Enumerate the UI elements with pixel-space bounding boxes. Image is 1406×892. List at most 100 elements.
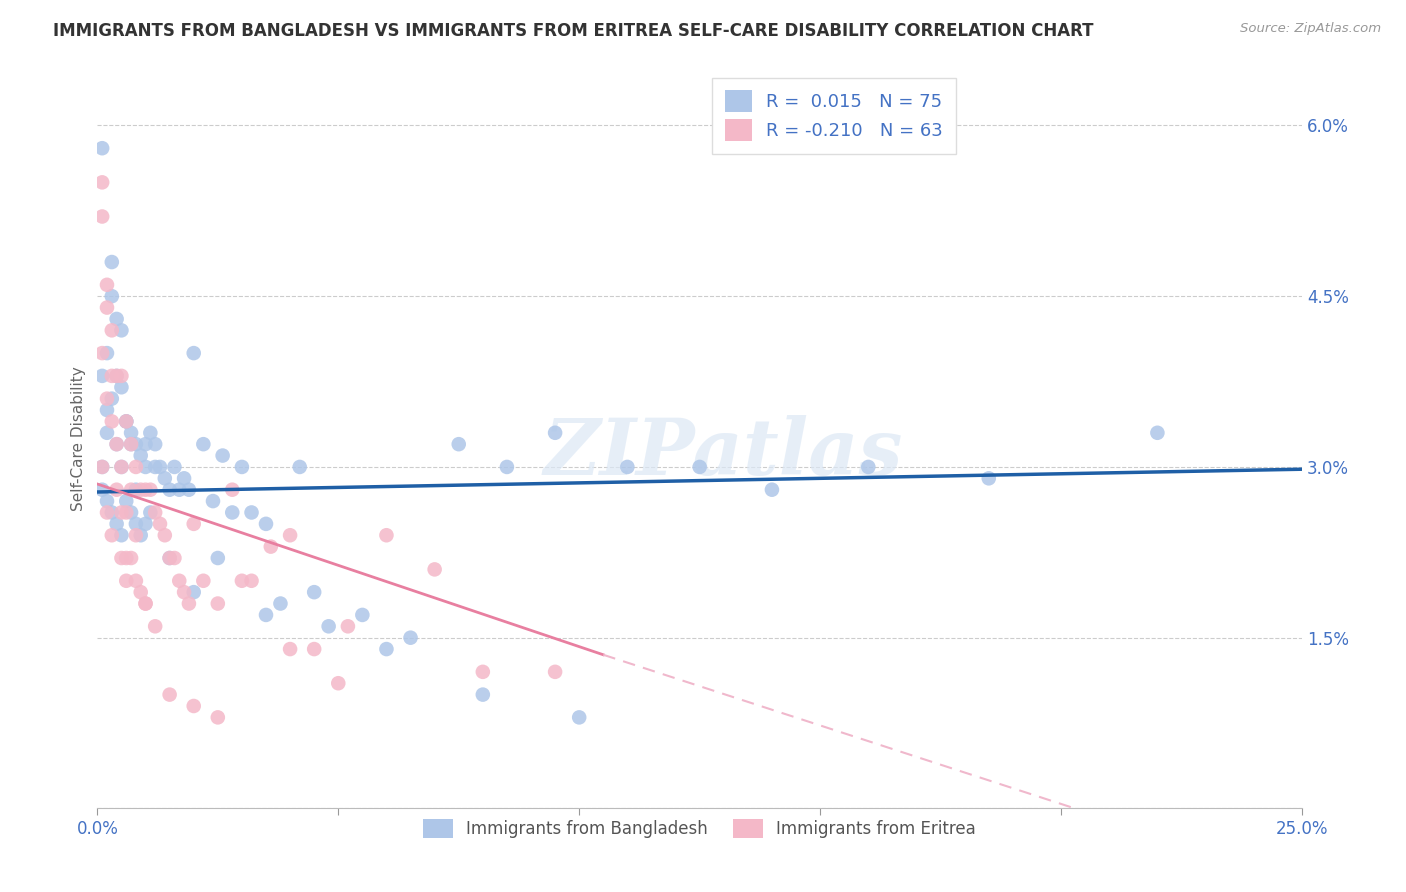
Point xyxy=(91,175,114,189)
Point xyxy=(120,551,142,566)
Point xyxy=(105,437,128,451)
Point xyxy=(125,483,148,497)
Point xyxy=(375,642,398,657)
Point xyxy=(139,506,162,520)
Point xyxy=(101,506,124,520)
Point xyxy=(399,631,422,645)
Point xyxy=(858,459,880,474)
Point xyxy=(159,551,181,566)
Point xyxy=(231,574,253,588)
Point xyxy=(115,414,138,428)
Point xyxy=(163,551,186,566)
Point xyxy=(221,506,243,520)
Point xyxy=(139,425,162,440)
Point xyxy=(177,597,200,611)
Point xyxy=(231,459,253,474)
Point xyxy=(101,323,124,337)
Point xyxy=(135,437,157,451)
Point xyxy=(115,414,138,428)
Point xyxy=(129,585,152,599)
Point xyxy=(318,619,340,633)
Point xyxy=(129,449,152,463)
Point xyxy=(120,437,142,451)
Point xyxy=(143,459,166,474)
Point xyxy=(110,368,132,383)
Point xyxy=(135,483,157,497)
Point xyxy=(110,551,132,566)
Point xyxy=(139,483,162,497)
Point xyxy=(183,516,205,531)
Point xyxy=(143,506,166,520)
Point xyxy=(689,459,711,474)
Point xyxy=(96,277,118,292)
Point xyxy=(91,459,114,474)
Point xyxy=(302,642,325,657)
Point xyxy=(159,551,181,566)
Point xyxy=(153,471,176,485)
Point xyxy=(91,459,114,474)
Point xyxy=(110,506,132,520)
Point xyxy=(101,414,124,428)
Point xyxy=(135,597,157,611)
Text: ZIPatlas: ZIPatlas xyxy=(544,415,904,491)
Point xyxy=(125,437,148,451)
Point xyxy=(173,471,195,485)
Point xyxy=(254,607,277,622)
Point xyxy=(211,449,233,463)
Point xyxy=(254,516,277,531)
Y-axis label: Self-Care Disability: Self-Care Disability xyxy=(72,366,86,511)
Point xyxy=(207,710,229,724)
Point xyxy=(101,368,124,383)
Point xyxy=(159,483,181,497)
Point xyxy=(977,471,1000,485)
Point xyxy=(129,528,152,542)
Point xyxy=(544,425,567,440)
Point xyxy=(110,528,132,542)
Point xyxy=(167,483,190,497)
Point xyxy=(96,494,118,508)
Point xyxy=(91,346,114,360)
Point xyxy=(110,459,132,474)
Point xyxy=(221,483,243,497)
Point xyxy=(120,506,142,520)
Point xyxy=(163,459,186,474)
Point xyxy=(120,483,142,497)
Point xyxy=(423,562,446,576)
Point xyxy=(91,483,114,497)
Point xyxy=(96,346,118,360)
Point xyxy=(96,425,118,440)
Point xyxy=(125,528,148,542)
Point xyxy=(91,141,114,155)
Point xyxy=(101,255,124,269)
Point xyxy=(115,574,138,588)
Point xyxy=(101,392,124,406)
Point xyxy=(207,597,229,611)
Point xyxy=(177,483,200,497)
Point xyxy=(120,425,142,440)
Legend: Immigrants from Bangladesh, Immigrants from Eritrea: Immigrants from Bangladesh, Immigrants f… xyxy=(416,812,983,845)
Point xyxy=(129,483,152,497)
Point xyxy=(288,459,311,474)
Point xyxy=(91,368,114,383)
Point xyxy=(328,676,350,690)
Point xyxy=(193,574,215,588)
Point xyxy=(96,403,118,417)
Point xyxy=(336,619,359,633)
Point xyxy=(207,551,229,566)
Point xyxy=(101,289,124,303)
Point xyxy=(568,710,591,724)
Point xyxy=(135,516,157,531)
Point xyxy=(240,574,263,588)
Point xyxy=(96,301,118,315)
Text: IMMIGRANTS FROM BANGLADESH VS IMMIGRANTS FROM ERITREA SELF-CARE DISABILITY CORRE: IMMIGRANTS FROM BANGLADESH VS IMMIGRANTS… xyxy=(53,22,1094,40)
Point xyxy=(278,528,301,542)
Point xyxy=(149,516,172,531)
Point xyxy=(120,437,142,451)
Point xyxy=(201,494,224,508)
Text: Source: ZipAtlas.com: Source: ZipAtlas.com xyxy=(1240,22,1381,36)
Point xyxy=(183,698,205,713)
Point xyxy=(544,665,567,679)
Point xyxy=(105,368,128,383)
Point xyxy=(278,642,301,657)
Point xyxy=(135,597,157,611)
